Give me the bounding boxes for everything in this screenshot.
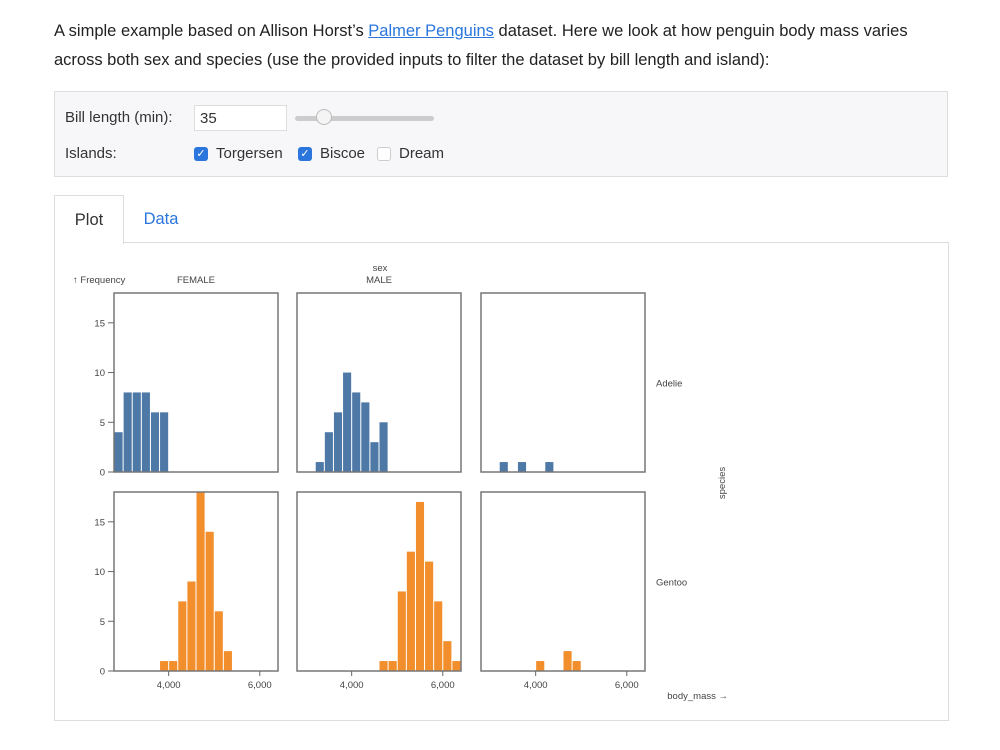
facet-panel: [113, 292, 279, 473]
histogram-bar: [545, 462, 554, 472]
intro-paragraph: A simple example based on Allison Horst’…: [54, 17, 954, 75]
column-label: FEMALE: [177, 275, 215, 286]
facet-panel: [296, 292, 462, 473]
intro-text: A simple example based on Allison Horst’…: [54, 22, 369, 40]
x-tick-label: 6,000: [248, 680, 272, 691]
facet-frame: [296, 491, 462, 672]
histogram-bar: [333, 412, 343, 472]
bill-length-slider[interactable]: [295, 109, 434, 125]
checkbox-checked-icon[interactable]: ✓: [298, 146, 312, 161]
histogram-bar: [132, 392, 141, 472]
histogram-bar: [452, 661, 461, 671]
histogram-bar: [406, 551, 415, 671]
histogram-bar: [114, 432, 123, 472]
fy-label: species: [717, 467, 728, 499]
x-tick-label: 4,000: [157, 680, 181, 691]
checkbox-torgersen[interactable]: ✓ Torgersen: [194, 145, 283, 162]
histogram-bar: [214, 611, 223, 671]
y-tick-label: 0: [100, 667, 105, 678]
histogram-bar: [370, 442, 379, 472]
y-tick-label: 5: [100, 418, 105, 429]
histogram-bar: [160, 412, 169, 472]
histogram-bar: [150, 412, 160, 472]
histogram-bar: [187, 581, 196, 671]
fx-label: sex: [373, 263, 388, 274]
y-tick-label: 10: [94, 567, 105, 578]
histogram-bar: [379, 422, 388, 472]
histogram-bar: [572, 661, 581, 671]
facet-frame: [113, 491, 279, 672]
y-tick-label: 5: [100, 617, 105, 628]
x-axis-label: body_mass →: [667, 691, 728, 702]
histogram-bar: [141, 392, 150, 472]
controls-panel: Bill length (min): Islands: ✓ Torgersen ✓…: [54, 91, 948, 177]
histogram-bar: [388, 661, 397, 671]
y-tick-label: 15: [94, 517, 105, 528]
facet-frame: [113, 292, 279, 473]
y-tick-label: 0: [100, 468, 105, 479]
palmer-penguins-link[interactable]: Palmer Penguins: [368, 22, 494, 40]
histogram-bar: [160, 661, 169, 671]
y-axis-label: ↑ Frequency: [73, 275, 126, 286]
histogram-bar: [169, 661, 178, 671]
histogram-bar: [178, 601, 187, 671]
histogram-bar: [379, 661, 388, 671]
checkbox-checked-icon[interactable]: ✓: [194, 146, 208, 161]
histogram-bar: [315, 462, 324, 472]
histogram-bar: [499, 462, 508, 472]
bill-length-input[interactable]: [194, 105, 287, 131]
checkbox-label: Biscoe: [320, 145, 366, 162]
histogram-bar: [443, 641, 452, 671]
histogram-bar: [196, 492, 205, 671]
checkbox-label: Dream: [399, 145, 445, 162]
checkbox-unchecked-icon[interactable]: [377, 146, 391, 161]
slider-thumb[interactable]: [316, 109, 333, 125]
histogram-bar: [434, 601, 443, 671]
column-label: MALE: [366, 275, 392, 286]
row-label-adelie: Adelie: [656, 379, 682, 390]
row-label-gentoo: Gentoo: [656, 578, 687, 589]
tab-content: [54, 242, 949, 721]
histogram-bar: [397, 591, 406, 671]
checkbox-dream[interactable]: Dream: [377, 145, 444, 162]
facet-frame: [480, 491, 646, 672]
facet-panel: [296, 491, 462, 672]
facet-frame: [296, 292, 462, 473]
histogram-bar: [123, 392, 132, 472]
histogram-bar: [352, 392, 361, 472]
bill-length-label: Bill length (min):: [65, 109, 173, 126]
facet-frame: [480, 292, 646, 473]
x-tick-label: 6,000: [431, 680, 455, 691]
histogram-bar: [425, 561, 434, 671]
facet-panel: [480, 491, 646, 672]
facet-panel: [113, 491, 279, 672]
islands-label: Islands:: [65, 145, 117, 162]
checkbox-label: Torgersen: [216, 145, 283, 162]
histogram-bar: [343, 372, 352, 472]
y-tick-label: 15: [94, 318, 105, 329]
histogram-bar: [517, 462, 527, 472]
intro-text-rest: dataset. Here we look at how penguin bod…: [54, 22, 908, 69]
histogram-bar: [415, 501, 425, 671]
histogram-bar: [536, 661, 545, 671]
y-tick-label: 10: [94, 368, 105, 379]
x-tick-label: 6,000: [615, 680, 639, 691]
histogram-bar: [223, 651, 232, 671]
histogram-bar: [563, 651, 572, 671]
histogram-bar: [324, 432, 333, 472]
x-tick-label: 4,000: [340, 680, 364, 691]
histogram-bar: [361, 402, 370, 472]
tab-plot[interactable]: Plot: [54, 195, 124, 244]
histogram-bar: [205, 531, 214, 671]
facet-panel: [480, 292, 646, 473]
x-tick-label: 4,000: [524, 680, 548, 691]
checkbox-biscoe[interactable]: ✓ Biscoe: [298, 145, 365, 162]
tab-data[interactable]: Data: [143, 209, 179, 228]
